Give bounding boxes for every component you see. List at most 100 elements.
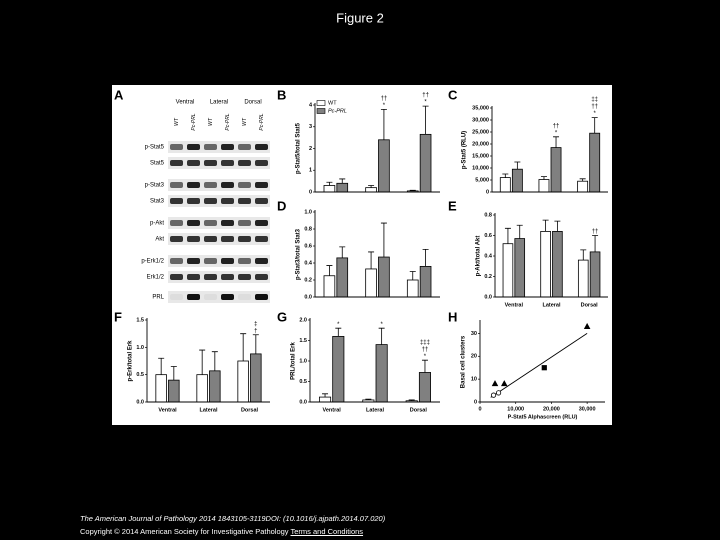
point <box>541 365 547 371</box>
bar <box>336 182 349 193</box>
y-tick-label: 20,000 <box>472 141 489 147</box>
axis-line <box>494 213 608 298</box>
error-bar <box>409 271 416 280</box>
bar <box>419 133 432 193</box>
blot-group: Lateral <box>210 100 228 106</box>
y-axis-label: p-Stat5 (RLU) <box>462 131 468 169</box>
error-bar <box>591 117 598 134</box>
error-bar <box>516 224 523 239</box>
error-bar <box>554 220 561 232</box>
blot-strip <box>168 233 270 245</box>
error-bar <box>199 349 206 375</box>
bar <box>168 379 180 403</box>
y-tick-label: 15,000 <box>472 153 489 159</box>
blot-band <box>204 220 217 226</box>
significance-mark: * <box>337 322 340 328</box>
y-tick-label: 1.0 <box>304 209 312 215</box>
significance-mark: †† <box>422 347 429 353</box>
significance-mark: ‡‡‡ <box>420 340 430 346</box>
y-tick-label: 0.6 <box>484 233 492 239</box>
y-tick-label: 0.6 <box>304 243 312 249</box>
blot-band <box>255 258 268 264</box>
trendline <box>490 333 588 398</box>
blot-row-label: p-Erk1/2 <box>141 259 164 265</box>
bar <box>589 251 601 298</box>
y-tick-label: 0.5 <box>136 372 144 378</box>
y-axis-label: Basal cell clusters <box>461 335 467 388</box>
axis-line <box>314 210 440 298</box>
bar <box>577 259 589 298</box>
blot-row-label: p-Akt <box>150 221 164 227</box>
error-bar <box>579 178 586 182</box>
blot-band <box>170 236 183 242</box>
y-tick-label: 0.5 <box>299 379 307 385</box>
y-tick-label: 0.2 <box>484 274 492 280</box>
blot-band <box>238 144 251 150</box>
panel-letter: A <box>114 87 124 102</box>
y-tick-label: 20 <box>471 354 477 360</box>
blot-strip <box>168 291 270 303</box>
blot-row-label: Stat5 <box>150 161 165 167</box>
blot-band <box>204 144 217 150</box>
x-tick-label: Ventral <box>505 302 524 308</box>
blot-band <box>221 144 234 150</box>
significance-mark: † <box>254 328 257 334</box>
y-tick-label: 1.5 <box>299 338 307 344</box>
blot-band <box>204 258 217 264</box>
blot-band <box>255 220 268 226</box>
bar <box>419 265 432 298</box>
bar <box>577 180 589 193</box>
blot-strip <box>168 271 270 283</box>
bar <box>250 353 262 403</box>
blot-band <box>204 160 217 166</box>
error-bar <box>422 105 429 135</box>
y-tick-label: 25,000 <box>472 129 489 135</box>
y-tick-label: 0 <box>486 189 489 195</box>
blot-row-label: Akt <box>155 237 164 243</box>
blot-band <box>204 182 217 188</box>
blot-band <box>221 294 234 300</box>
blot-band <box>187 274 200 280</box>
blot-band <box>221 258 234 264</box>
blot-band <box>255 160 268 166</box>
y-tick-label: 10,000 <box>472 165 489 171</box>
error-bar <box>335 327 342 337</box>
error-bar <box>322 393 329 398</box>
bar <box>502 243 514 298</box>
blot-band <box>238 294 251 300</box>
blot-lane: Pc-PRL <box>259 113 265 130</box>
x-tick-label: 0 <box>478 406 481 412</box>
error-bar <box>339 246 346 258</box>
blot-band <box>170 274 183 280</box>
bar <box>538 179 550 193</box>
blot-band <box>170 160 183 166</box>
blot-lane: WT <box>208 117 214 126</box>
blot-band <box>170 182 183 188</box>
y-axis-label: p-Stat3/total Stat3 <box>296 228 302 280</box>
bar <box>365 268 377 298</box>
terms-link[interactable]: Terms and Conditions <box>290 527 364 536</box>
x-tick-label: Lateral <box>199 407 218 413</box>
x-tick-label: Dorsal <box>581 302 599 308</box>
y-axis-label: p-Akt/total Akt <box>476 236 482 277</box>
y-tick-label: 1 <box>309 168 312 174</box>
blot-band <box>238 220 251 226</box>
bar <box>209 370 221 403</box>
blot-band <box>238 274 251 280</box>
error-bar <box>553 136 560 148</box>
error-bar <box>326 181 333 186</box>
x-tick-label: Lateral <box>366 407 385 413</box>
blot-strip <box>168 195 270 207</box>
blot-band <box>204 294 217 300</box>
significance-mark: * <box>383 103 386 109</box>
y-tick-label: 1.0 <box>299 358 307 364</box>
blot-band <box>255 198 268 204</box>
y-tick-label: 0.4 <box>304 260 313 266</box>
y-tick-label: 4 <box>309 102 313 108</box>
error-bar <box>339 178 346 184</box>
y-tick-label: 0.8 <box>304 226 312 232</box>
x-tick-label: Ventral <box>322 407 341 413</box>
y-tick-label: 1.5 <box>136 317 144 323</box>
bar <box>589 132 601 193</box>
